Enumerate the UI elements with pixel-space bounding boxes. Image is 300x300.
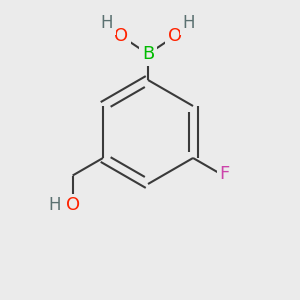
Text: O: O: [114, 27, 128, 45]
Text: H: H: [48, 196, 61, 214]
Text: O: O: [168, 27, 182, 45]
Text: B: B: [142, 45, 154, 63]
Text: H: H: [101, 14, 113, 32]
Text: F: F: [220, 165, 230, 183]
Text: O: O: [66, 196, 80, 214]
Text: H: H: [183, 14, 195, 32]
